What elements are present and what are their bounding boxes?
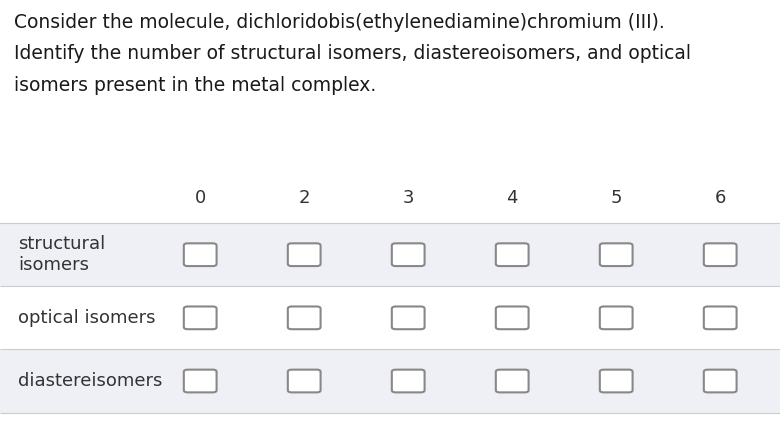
Text: diastereisomers: diastereisomers: [18, 372, 162, 390]
Text: 5: 5: [611, 189, 622, 207]
FancyBboxPatch shape: [600, 306, 633, 329]
Text: 0: 0: [194, 189, 206, 207]
FancyBboxPatch shape: [392, 243, 424, 266]
Text: 2: 2: [299, 189, 310, 207]
FancyBboxPatch shape: [288, 243, 321, 266]
FancyBboxPatch shape: [704, 370, 736, 392]
Text: 6: 6: [714, 189, 726, 207]
Bar: [0, 349, 780, 413]
FancyBboxPatch shape: [600, 243, 633, 266]
FancyBboxPatch shape: [496, 243, 529, 266]
Bar: [0, 223, 780, 286]
FancyBboxPatch shape: [496, 306, 529, 329]
FancyBboxPatch shape: [184, 370, 217, 392]
Bar: [0, 286, 780, 349]
Text: Consider the molecule, dichloridobis(ethylenediamine)chromium (III).: Consider the molecule, dichloridobis(eth…: [14, 13, 665, 32]
FancyBboxPatch shape: [600, 370, 633, 392]
Text: optical isomers: optical isomers: [18, 309, 155, 327]
Text: isomers present in the metal complex.: isomers present in the metal complex.: [14, 76, 376, 95]
Text: structural
isomers: structural isomers: [18, 235, 105, 274]
FancyBboxPatch shape: [184, 243, 217, 266]
FancyBboxPatch shape: [184, 306, 217, 329]
Text: Identify the number of structural isomers, diastereoisomers, and optical: Identify the number of structural isomer…: [14, 44, 691, 63]
FancyBboxPatch shape: [392, 370, 424, 392]
FancyBboxPatch shape: [392, 306, 424, 329]
Text: 3: 3: [402, 189, 414, 207]
FancyBboxPatch shape: [288, 370, 321, 392]
FancyBboxPatch shape: [704, 306, 736, 329]
FancyBboxPatch shape: [496, 370, 529, 392]
FancyBboxPatch shape: [704, 243, 736, 266]
FancyBboxPatch shape: [288, 306, 321, 329]
Text: 4: 4: [506, 189, 518, 207]
